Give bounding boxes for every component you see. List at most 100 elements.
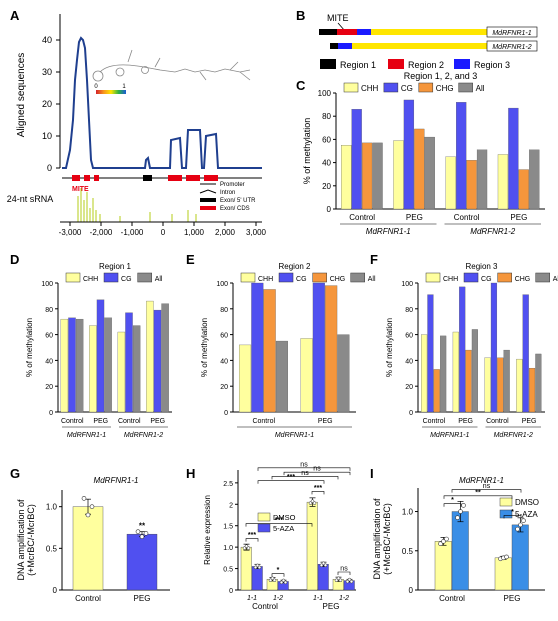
panel-label-e: E bbox=[186, 252, 195, 267]
data-point bbox=[270, 576, 275, 581]
x-tick-label: Control bbox=[439, 594, 465, 603]
panel-a-ytick-label: 0 bbox=[47, 163, 52, 173]
x-tick-label: 1-1 bbox=[313, 595, 323, 602]
y-tick-label: 80 bbox=[45, 307, 53, 314]
y-axis-label: (+McrBC/-McrBC) bbox=[382, 503, 392, 575]
bar-cg bbox=[68, 317, 76, 413]
gene-body-bar bbox=[330, 43, 535, 49]
legend-label: CHG bbox=[515, 276, 531, 283]
gene-group-label: MdRFNR1-2 bbox=[494, 432, 533, 439]
significance-bracket bbox=[337, 571, 351, 575]
panel-label-c: C bbox=[296, 78, 306, 93]
y-tick-label: 0 bbox=[229, 588, 233, 595]
gene-group-label: MdRFNR1-1 bbox=[430, 432, 469, 439]
data-point bbox=[444, 536, 449, 542]
significance-label: *** bbox=[287, 474, 295, 481]
exon-block bbox=[168, 175, 182, 181]
exon-block bbox=[72, 175, 80, 181]
data-point bbox=[279, 580, 284, 585]
bar-chh bbox=[238, 344, 252, 413]
data-point bbox=[253, 565, 258, 570]
data-point bbox=[81, 496, 87, 501]
panel-b-mite-label: MITE bbox=[327, 13, 349, 23]
panel-a-xtick-label: -1,000 bbox=[121, 228, 144, 237]
y-tick-label: 0.5 bbox=[223, 567, 233, 574]
panel-a-ytick-label: 20 bbox=[42, 99, 52, 109]
region2-block bbox=[337, 29, 357, 35]
legend-label: CG bbox=[121, 276, 131, 283]
data-point bbox=[257, 565, 262, 570]
significance-label: ns bbox=[340, 566, 348, 573]
gene-group-label: MdRFNR1-1 bbox=[67, 432, 106, 439]
panel-a-ytick: 10 bbox=[42, 131, 60, 141]
legend-swatch bbox=[257, 512, 271, 522]
legend-swatch bbox=[65, 272, 81, 283]
bar-chh bbox=[146, 300, 154, 413]
bar-all bbox=[529, 149, 540, 210]
bar-chg bbox=[465, 349, 472, 413]
bar-cg bbox=[96, 299, 105, 413]
significance-bracket bbox=[245, 523, 313, 527]
legend-label: CHH bbox=[258, 276, 273, 283]
y-tick-label: 40 bbox=[220, 358, 228, 365]
legend-swatch bbox=[312, 272, 327, 283]
x-tick-label: Control bbox=[61, 418, 84, 425]
y-axis-label: DNA amplification of bbox=[372, 498, 382, 580]
group-label: Control bbox=[252, 602, 278, 611]
bar-chg bbox=[528, 367, 536, 413]
x-tick-label: Control bbox=[486, 418, 509, 425]
data-point bbox=[246, 546, 251, 550]
panel-label-h: H bbox=[186, 466, 195, 481]
data-point bbox=[272, 578, 277, 583]
significance-label: *** bbox=[314, 485, 322, 492]
legend-label: CG bbox=[401, 84, 413, 93]
panel-a-legend: Promoter Intron Exon/ 5' UTR Exon/ CDS bbox=[199, 182, 256, 212]
bar-5-aza bbox=[317, 564, 329, 591]
bar-all bbox=[104, 317, 112, 413]
bar-all bbox=[503, 349, 510, 413]
panel-a-xtick-label: 3,000 bbox=[246, 228, 267, 237]
chart-panel-g: 0 0.5 1.0 DNA amplification of (+McrBC/-McrB… bbox=[16, 476, 170, 603]
significance-label: *** bbox=[248, 532, 256, 539]
y-tick-label: 20 bbox=[322, 182, 331, 191]
y-tick-label: 60 bbox=[405, 333, 413, 340]
x-tick-label: PEG bbox=[504, 594, 521, 603]
y-tick-label: 60 bbox=[322, 135, 331, 144]
legend-label: All bbox=[553, 276, 558, 283]
bar-cg bbox=[153, 309, 162, 413]
significance-label: * bbox=[277, 567, 280, 574]
legend-swatch bbox=[463, 272, 479, 283]
y-tick-label: 60 bbox=[45, 333, 53, 340]
legend-label: CHG bbox=[436, 84, 454, 93]
legend-region1-label: Region 1 bbox=[340, 60, 376, 70]
bar-chh bbox=[300, 338, 313, 413]
y-tick-label: 80 bbox=[322, 112, 331, 121]
bar-chh bbox=[421, 334, 428, 413]
data-point bbox=[455, 515, 460, 520]
significance-label: ns bbox=[301, 470, 309, 477]
region3-block bbox=[338, 43, 352, 49]
bar-chg bbox=[263, 289, 276, 413]
legend-label: 5-AZA bbox=[273, 524, 294, 533]
data-point bbox=[310, 499, 315, 503]
panel-a-ylabel: Aligned sequences bbox=[16, 53, 27, 138]
panel-labels: A B C D E F G H I bbox=[10, 8, 378, 481]
exon-block bbox=[84, 175, 90, 181]
significance-bracket bbox=[283, 471, 351, 476]
y-tick-label: 0.5 bbox=[402, 547, 414, 556]
bar-chg bbox=[325, 285, 338, 413]
bar-all bbox=[424, 136, 435, 210]
legend-label: CHG bbox=[330, 276, 346, 283]
panel-label-a: A bbox=[10, 8, 20, 23]
data-point bbox=[441, 539, 446, 544]
legend-swatch bbox=[497, 272, 512, 283]
exon-block bbox=[186, 175, 200, 181]
y-tick-label: 100 bbox=[216, 281, 228, 288]
panel-a-xtick-label: 1,000 bbox=[184, 228, 205, 237]
x-tick-label: PEG bbox=[134, 594, 151, 603]
bar-chg bbox=[466, 160, 477, 210]
data-point bbox=[283, 580, 288, 585]
gene-group-label: MdRFNR1-1 bbox=[275, 432, 314, 439]
legend-label: All bbox=[476, 84, 485, 93]
